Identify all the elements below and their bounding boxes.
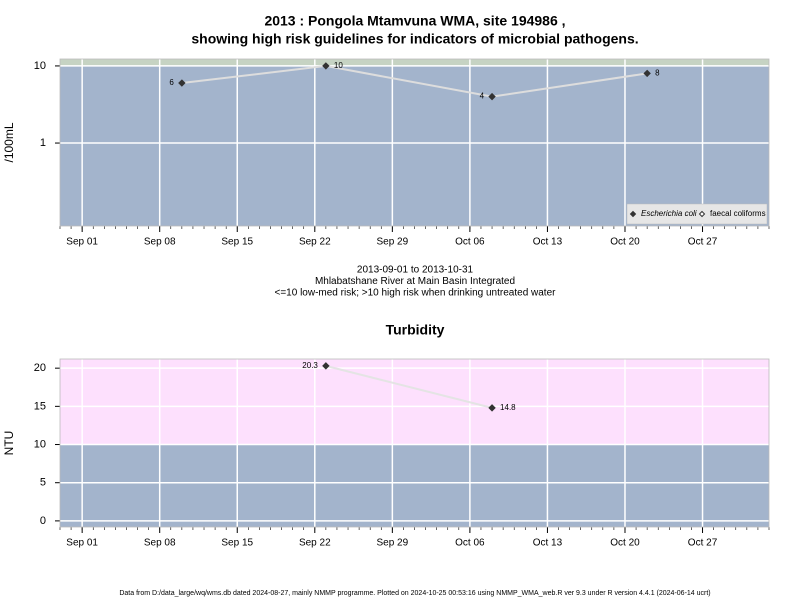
series-line: [325, 364, 493, 409]
x-tick-label: Sep 01: [66, 538, 98, 549]
x-tick-label: Sep 01: [66, 237, 98, 248]
data-label: 8: [655, 69, 660, 78]
annotation: Mhlabatshane River at Main Basin Integra…: [315, 276, 515, 287]
x-tick-label: Oct 06: [455, 237, 485, 248]
y-tick-label: 20: [34, 362, 46, 374]
y-axis-label: /100mL: [2, 122, 16, 162]
band-low: [60, 444, 769, 527]
data-label: 20.3: [302, 361, 318, 370]
chart-title: Turbidity: [386, 322, 445, 338]
band-low: [60, 65, 769, 226]
chart-title: 2013 : Pongola Mtamvuna WMA, site 194986…: [264, 13, 565, 29]
legend-marker: [698, 210, 706, 218]
data-label: 4: [480, 92, 485, 101]
y-tick-label: 10: [34, 438, 46, 450]
x-tick-label: Oct 20: [610, 538, 640, 549]
annotation: <=10 low-med risk; >10 high risk when dr…: [275, 288, 557, 299]
x-tick-label: Sep 29: [376, 538, 408, 549]
annotation: 2013-09-01 to 2013-10-31: [357, 265, 474, 276]
data-label: 10: [334, 61, 343, 70]
marker: [488, 92, 496, 101]
footer: Data from D:/data_large/wq/wms.db dated …: [119, 590, 710, 597]
data-label: 14.8: [500, 403, 516, 412]
legend-box: [626, 203, 768, 225]
x-tick-label: Sep 22: [299, 538, 331, 549]
x-tick-label: Oct 27: [688, 538, 718, 549]
x-tick-label: Sep 22: [299, 237, 331, 248]
x-tick-label: Oct 13: [533, 237, 563, 248]
y-axis-label: NTU: [2, 431, 16, 456]
marker: [322, 362, 330, 370]
x-tick-label: Sep 15: [221, 237, 253, 248]
legend-marker: [629, 210, 637, 218]
data-label: 6: [169, 78, 174, 87]
plot-border: [59, 358, 770, 528]
chart-title: showing high risk guidelines for indicat…: [191, 31, 638, 47]
marker: [322, 62, 330, 70]
legend-label: Escherichia coli: [641, 209, 697, 218]
band-high: [60, 359, 769, 445]
marker: [488, 404, 496, 412]
band-high: [60, 59, 769, 66]
x-tick-label: Sep 08: [144, 538, 176, 549]
x-tick-label: Oct 20: [610, 237, 640, 248]
y-tick-label: 5: [40, 477, 46, 489]
marker: [643, 69, 651, 78]
y-tick-label: 0: [40, 515, 46, 527]
x-tick-label: Sep 29: [376, 237, 408, 248]
y-tick-label: 1: [40, 137, 46, 149]
y-tick-label: 10: [34, 60, 46, 72]
legend-label: faecal coliforms: [710, 209, 766, 218]
y-tick-label: 15: [34, 400, 46, 412]
series-line: [181, 64, 648, 98]
x-tick-label: Sep 08: [144, 237, 176, 248]
x-tick-label: Oct 06: [455, 538, 485, 549]
x-tick-label: Sep 15: [221, 538, 253, 549]
marker: [178, 79, 186, 87]
x-tick-label: Oct 13: [533, 538, 563, 549]
plot-border: [59, 58, 770, 227]
x-tick-label: Oct 27: [688, 237, 718, 248]
